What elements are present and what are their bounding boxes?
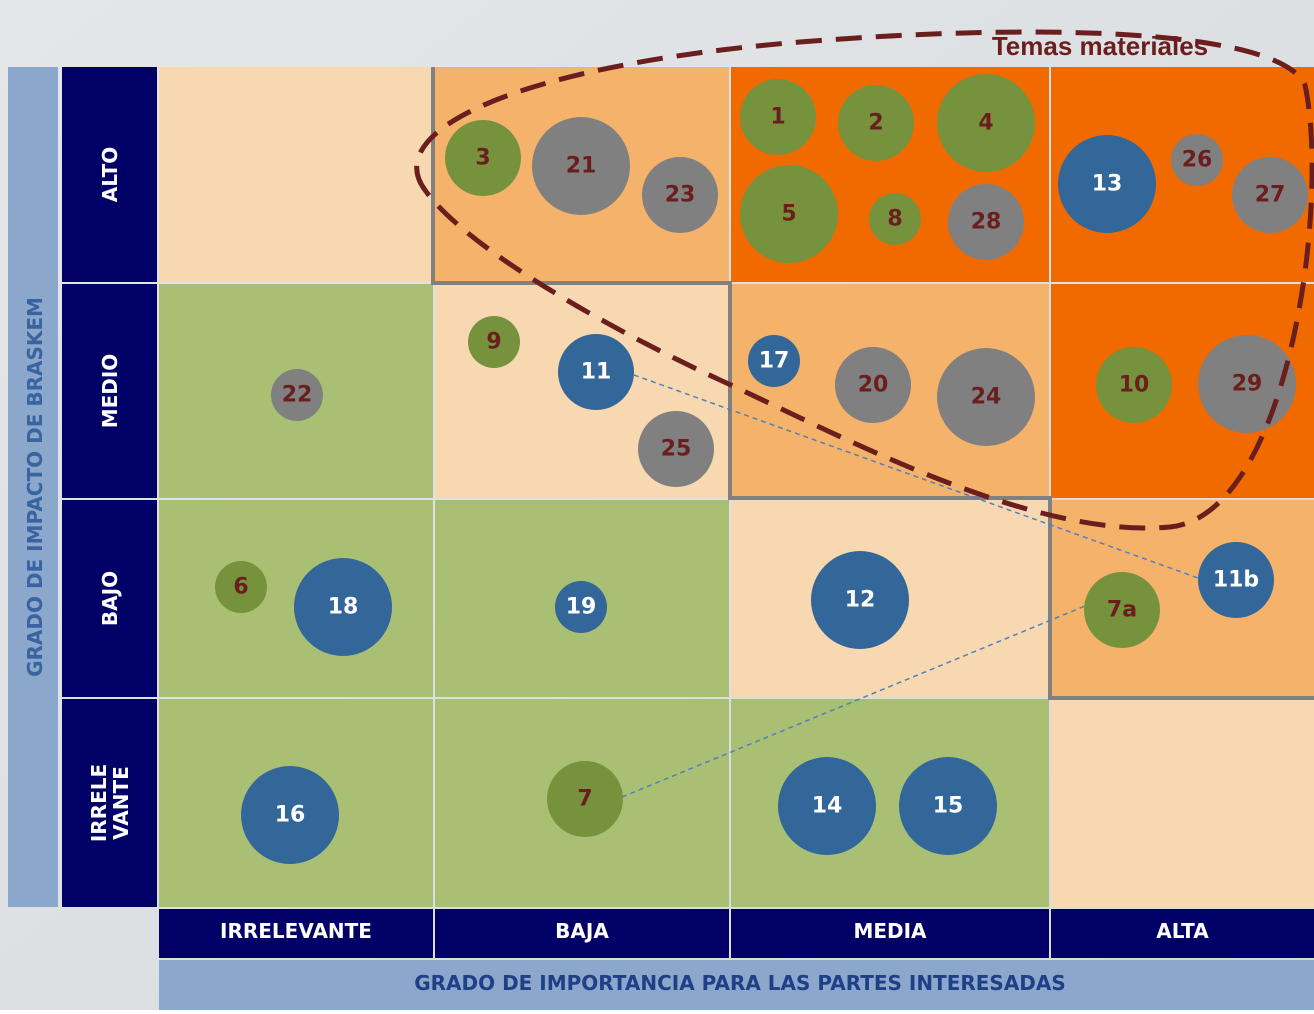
row-label: BAJO <box>98 571 122 626</box>
outline-title: Temas materiales <box>992 31 1208 61</box>
topic-label: 19 <box>566 595 597 620</box>
topic-bubble <box>638 411 714 487</box>
topic-label: 26 <box>1182 148 1213 173</box>
topic-bubble <box>1171 134 1223 186</box>
topic-label: 11 <box>581 360 612 385</box>
topic-label: 20 <box>858 373 889 398</box>
topic-label: 9 <box>486 330 501 355</box>
topic-bubble <box>555 581 607 633</box>
topic-bubble <box>1058 135 1156 233</box>
topic-label: 8 <box>887 207 902 232</box>
matrix-cell <box>159 67 433 282</box>
column-header <box>435 909 729 958</box>
topic-label: 29 <box>1232 372 1263 397</box>
topic-bubble <box>241 766 339 864</box>
topic-label: 7a <box>1107 598 1137 623</box>
x-axis-title: GRADO DE IMPORTANCIA PARA LAS PARTES INT… <box>414 971 1066 995</box>
topic-bubble <box>558 334 634 410</box>
topic-bubble <box>215 561 267 613</box>
topic-label: 24 <box>971 385 1002 410</box>
topic-bubble <box>1198 542 1274 618</box>
row-label: VANTE <box>109 766 133 840</box>
column-label: BAJA <box>555 919 609 943</box>
topic-bubble <box>778 757 876 855</box>
topic-label: 18 <box>328 595 359 620</box>
matrix-cell <box>1051 699 1314 907</box>
topic-bubble <box>468 316 520 368</box>
column-label: ALTA <box>1156 919 1209 943</box>
topic-bubble <box>294 558 392 656</box>
topic-bubble <box>937 348 1035 446</box>
topic-bubble <box>642 157 718 233</box>
topic-bubble <box>740 165 838 263</box>
topic-label: 27 <box>1255 183 1286 208</box>
row-label: IRRELE <box>87 764 111 842</box>
topic-bubble <box>547 761 623 837</box>
column-header <box>1051 909 1314 958</box>
row-header <box>62 284 157 498</box>
row-label: MEDIO <box>98 354 122 429</box>
topic-label: 21 <box>566 154 597 179</box>
topic-bubble <box>1084 572 1160 648</box>
topic-bubble <box>740 79 816 155</box>
topic-label: 10 <box>1119 373 1150 398</box>
y-axis-title: GRADO DE IMPACTO DE BRASKEM <box>23 297 47 677</box>
topic-label: 4 <box>978 111 993 136</box>
column-header <box>159 909 433 958</box>
topic-bubble <box>835 347 911 423</box>
topic-bubble <box>937 74 1035 172</box>
row-header <box>62 67 157 282</box>
topic-bubble <box>899 757 997 855</box>
topic-label: 17 <box>759 349 790 374</box>
link-line <box>621 605 1086 798</box>
topic-label: 7 <box>577 787 592 812</box>
material-border <box>431 67 1314 700</box>
topic-label: 13 <box>1092 172 1123 197</box>
topic-label: 23 <box>665 183 696 208</box>
y-axis-band <box>8 67 58 907</box>
topic-bubble <box>811 551 909 649</box>
column-label: MEDIA <box>853 919 927 943</box>
row-header <box>62 500 157 697</box>
topic-bubble <box>445 120 521 196</box>
column-label: IRRELEVANTE <box>220 919 372 943</box>
topic-bubble <box>532 117 630 215</box>
topic-bubble <box>948 184 1024 260</box>
link-line <box>633 374 1199 579</box>
topic-label: 1 <box>770 105 785 130</box>
topic-label: 28 <box>971 210 1002 235</box>
topic-label: 12 <box>845 588 876 613</box>
topic-label: 15 <box>933 794 964 819</box>
topic-label: 16 <box>275 803 306 828</box>
material-outline <box>414 29 1314 531</box>
topic-label: 25 <box>661 437 692 462</box>
topic-label: 22 <box>282 383 313 408</box>
topic-label: 14 <box>812 794 843 819</box>
topic-label: 5 <box>781 202 796 227</box>
topic-label: 3 <box>475 146 490 171</box>
topic-bubble <box>271 369 323 421</box>
topic-bubble <box>869 193 921 245</box>
topic-label: 2 <box>868 111 883 136</box>
topic-label: 6 <box>233 575 248 600</box>
row-header <box>62 699 157 907</box>
topic-bubble <box>1096 347 1172 423</box>
topic-bubble <box>748 335 800 387</box>
column-header <box>731 909 1049 958</box>
x-axis-band <box>159 960 1314 1010</box>
topic-bubble <box>838 85 914 161</box>
topic-bubble <box>1232 157 1308 233</box>
row-label: ALTO <box>98 147 122 203</box>
topic-label: 11b <box>1213 568 1259 593</box>
